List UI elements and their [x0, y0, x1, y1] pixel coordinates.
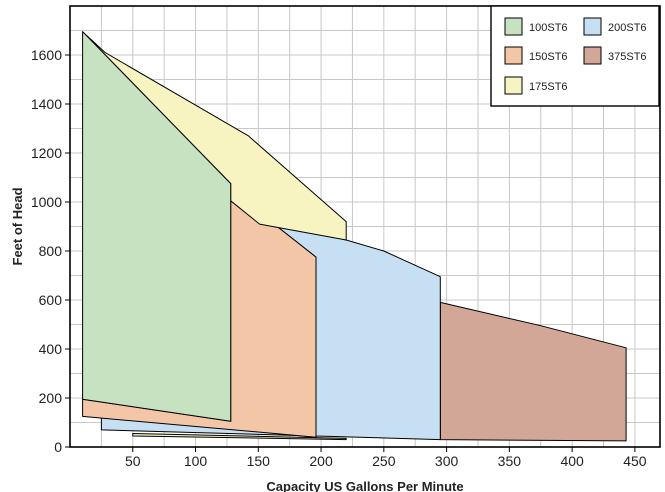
- legend-label-150st6: 150ST6: [529, 51, 568, 63]
- y-tick-label: 400: [39, 341, 63, 357]
- y-tick-label: 0: [54, 439, 62, 455]
- x-tick-label: 400: [560, 453, 584, 469]
- legend-label-100st6: 100ST6: [529, 22, 568, 34]
- legend-label-375st6: 375ST6: [608, 51, 647, 63]
- x-tick-label: 300: [435, 453, 459, 469]
- x-tick-label: 200: [309, 453, 333, 469]
- x-tick-label: 250: [372, 453, 396, 469]
- y-tick-label: 600: [39, 292, 63, 308]
- legend-swatch-100st6: [504, 17, 523, 36]
- x-tick-label: 450: [623, 453, 647, 469]
- legend-swatch-200st6: [583, 17, 602, 36]
- legend-swatch-150st6: [504, 46, 523, 65]
- legend: 100ST6 150ST6 175ST6 200ST6 375ST6: [490, 5, 660, 107]
- plot-areas: [82, 31, 627, 442]
- x-axis-title: Capacity US Gallons Per Minute: [266, 479, 463, 492]
- legend-label-200st6: 200ST6: [608, 22, 647, 34]
- legend-swatch-375st6: [583, 46, 602, 65]
- y-tick-label: 1000: [31, 194, 62, 210]
- x-tick-label: 50: [125, 453, 141, 469]
- axes: [65, 5, 661, 452]
- y-tick-label: 1400: [31, 96, 62, 112]
- y-tick-label: 1600: [31, 47, 62, 63]
- area-375st6: [439, 301, 627, 442]
- y-tick-label: 800: [39, 243, 63, 259]
- y-tick-label: 200: [39, 390, 63, 406]
- area-100st6: [82, 31, 232, 422]
- y-axis-title: Feet of Head: [10, 187, 25, 265]
- area-175st6-lower: [132, 433, 347, 441]
- y-tick-label: 1200: [31, 145, 62, 161]
- legend-swatch-175st6: [504, 76, 523, 95]
- legend-label-175st6: 175ST6: [529, 81, 568, 93]
- x-tick-label: 100: [184, 453, 208, 469]
- tick-labels: 50 100 150 200 250 300 350 400 450 0 200 400 600 800 1…: [31, 47, 647, 469]
- plot-frame: [69, 5, 661, 448]
- x-tick-label: 150: [247, 453, 271, 469]
- x-tick-label: 350: [498, 453, 522, 469]
